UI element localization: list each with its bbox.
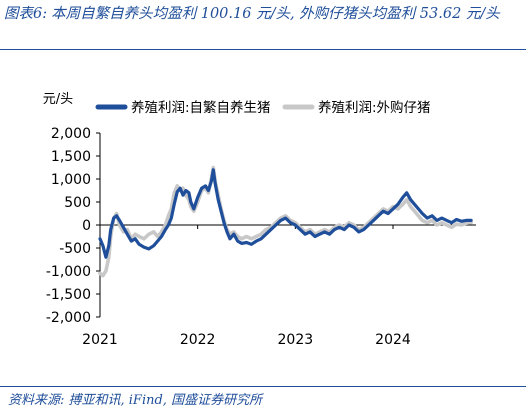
figure-number: 图表6: (4, 6, 48, 22)
series-line-2 (98, 165, 473, 278)
y-tick-label: -500 (59, 241, 91, 257)
chart-title: 图表6: 本周自繁自养头均盈利 100.16 元/头, 外购仔猪头均盈利 53.6… (4, 4, 519, 25)
y-tick-label: -1,000 (46, 264, 91, 280)
x-tick-label: 2021 (82, 332, 118, 348)
series-line-1 (98, 168, 473, 259)
figure-title-text: 本周自繁自养头均盈利 100.16 元/头, 外购仔猪头均盈利 53.62 元/… (51, 6, 500, 22)
y-tick-label: 2,000 (51, 126, 91, 142)
x-tick-label: 2023 (278, 332, 314, 348)
x-tick-label: 2022 (180, 332, 216, 348)
footer-divider (0, 386, 526, 387)
x-axis: 2021 2022 2023 2024 (82, 224, 476, 348)
y-tick-label: -1,500 (46, 287, 91, 303)
title-divider (0, 49, 526, 50)
legend-label-1: 养殖利润:自繁自养生猪 (131, 99, 271, 116)
y-tick-label: 1,000 (51, 172, 91, 188)
series-lines (98, 165, 473, 278)
legend: 养殖利润:自繁自养生猪 养殖利润:外购仔猪 (95, 99, 431, 116)
y-axis: 2,000 1,500 1,000 500 0 -500 -1,000 -1,500 -2,00… (46, 126, 101, 326)
y-tick-label: 0 (82, 218, 91, 234)
y-tick-label: -2,000 (46, 310, 91, 326)
y-unit-label: 元/头 (43, 92, 73, 107)
source-note: 资料来源: 搏亚和讯, iFind, 国盛证券研究所 (8, 393, 263, 408)
y-tick-label: 500 (64, 195, 91, 211)
y-tick-label: 1,500 (51, 149, 91, 165)
chart-svg: 2,000 1,500 1,000 500 0 -500 -1,000 -1,500 -2,00… (43, 92, 476, 348)
legend-label-2: 养殖利润:外购仔猪 (318, 99, 431, 116)
x-tick-label: 2024 (375, 332, 411, 348)
